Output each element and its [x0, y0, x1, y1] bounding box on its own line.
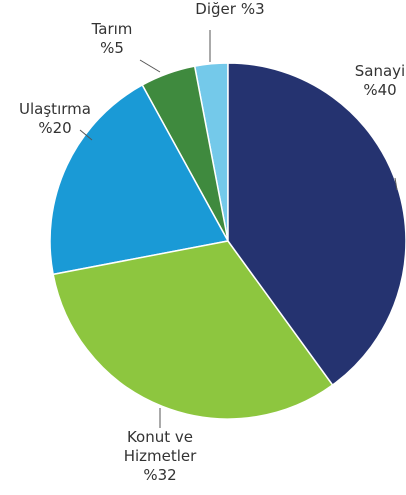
slice-label: Konut ve Hizmetler %32 [105, 428, 215, 485]
slice-label: Ulaştırma %20 [0, 100, 110, 138]
slice-value: %40 [363, 81, 397, 99]
leader-line [79, 129, 93, 141]
slice-value: %32 [143, 466, 177, 484]
slice-name: Diğer [195, 0, 236, 18]
pie-slice [49, 83, 230, 276]
slice-value: %5 [100, 39, 124, 57]
pie-slice [52, 240, 334, 420]
pie-slice [227, 62, 406, 387]
slice-name: Sanayi [354, 62, 406, 80]
leader-line [394, 177, 398, 191]
slice-label: Sanayi %40 [340, 62, 406, 100]
slice-name: Ulaştırma [19, 100, 91, 118]
leader-line [139, 59, 161, 73]
slice-value: %3 [240, 0, 265, 18]
slice-label: Tarım %5 [77, 20, 147, 58]
slice-name: Konut ve Hizmetler [123, 428, 197, 465]
slice-value: %20 [38, 119, 72, 137]
slice-name: Tarım [91, 20, 133, 38]
slice-label: Diğer %3 [175, 0, 285, 19]
